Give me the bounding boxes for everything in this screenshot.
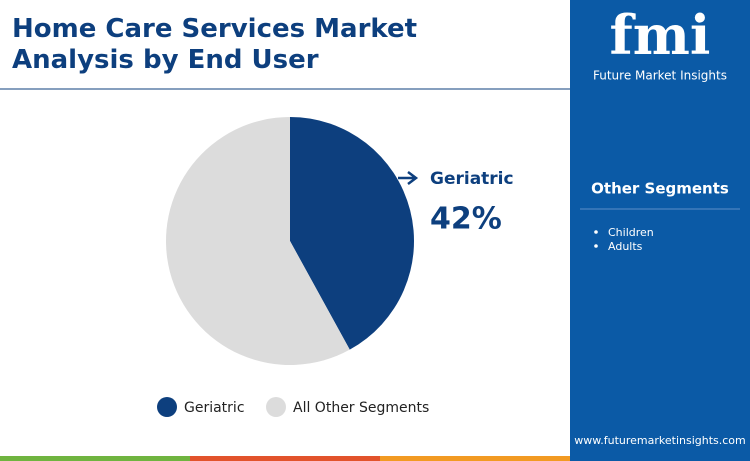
callout-arrow bbox=[398, 171, 419, 185]
chart-title: Home Care Services Market Analysis by En… bbox=[12, 14, 418, 75]
stripe bbox=[380, 456, 570, 461]
sidebar-heading: Other Segments bbox=[591, 180, 729, 198]
logo-tagline: Future Market Insights bbox=[593, 69, 727, 83]
stripe bbox=[190, 456, 380, 461]
stripe bbox=[0, 456, 190, 461]
callout-value: 42% bbox=[430, 202, 502, 237]
legend-label: Geriatric bbox=[184, 400, 245, 416]
bullet bbox=[594, 244, 598, 248]
sidebar-item: Adults bbox=[608, 240, 643, 253]
pie-slice bbox=[165, 117, 350, 365]
side-panel bbox=[570, 0, 750, 456]
stripe bbox=[570, 456, 750, 461]
legend-swatch bbox=[266, 397, 286, 417]
bullet bbox=[594, 230, 598, 234]
sidebar-item: Children bbox=[608, 226, 654, 239]
legend-swatch bbox=[157, 397, 177, 417]
callout-label: Geriatric bbox=[430, 169, 514, 189]
pie-slice bbox=[290, 117, 414, 350]
logo: fmi bbox=[610, 3, 711, 67]
footer-url: www.futuremarketinsights.com bbox=[574, 434, 746, 447]
legend-label: All Other Segments bbox=[293, 400, 429, 416]
